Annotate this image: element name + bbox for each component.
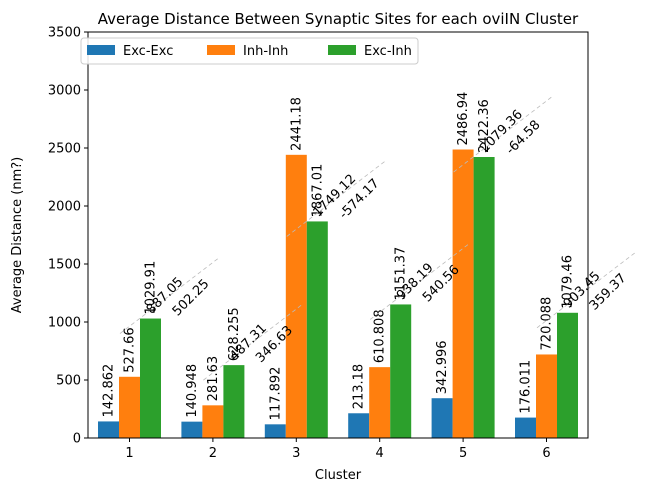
bar-value-label: 1151.37 [394, 247, 409, 301]
y-tick-label: 1000 [48, 316, 81, 331]
axes-frame [87, 31, 589, 439]
y-tick-label: 0 [73, 432, 81, 447]
bar [452, 149, 474, 438]
x-tick-label: 4 [376, 446, 384, 461]
x-tick-label: 5 [459, 446, 467, 461]
bar-value-label: 281.63 [206, 356, 221, 402]
bar [285, 154, 307, 438]
x-tick-label: 3 [292, 446, 300, 461]
x-tick-label: 1 [125, 446, 133, 461]
bar-value-label: 2422.36 [477, 99, 492, 153]
bar [202, 405, 224, 438]
y-tick-label: 3500 [48, 26, 81, 41]
bar-value-label: 628.255 [227, 307, 242, 361]
legend-label: Exc-Exc [123, 44, 173, 59]
bar-value-label: 527.66 [123, 327, 138, 373]
bar-value-label: 2441.18 [289, 97, 304, 151]
bar [98, 421, 119, 438]
bar [557, 312, 578, 438]
bar-value-label: 176.011 [519, 360, 534, 414]
x-tick-label: 2 [209, 446, 217, 461]
bar [140, 318, 161, 438]
bar [369, 367, 391, 438]
bar-value-label: 142.862 [102, 364, 117, 418]
bar-value-label: 1029.91 [144, 261, 159, 315]
legend-swatch [87, 45, 115, 55]
bar-value-label: 117.892 [268, 367, 283, 421]
legend-swatch [207, 45, 235, 55]
bar [119, 376, 140, 438]
y-tick-label: 2500 [48, 142, 81, 157]
bar [181, 421, 203, 438]
bar-value-label: 1867.01 [310, 164, 325, 218]
legend-swatch [328, 45, 356, 55]
bar [390, 304, 412, 438]
bar-value-label: 610.808 [373, 309, 388, 363]
y-tick-label: 3000 [48, 84, 81, 99]
bar [536, 354, 557, 438]
legend-box [80, 37, 419, 65]
y-axis-label: Average Distance (nm?) [10, 157, 25, 313]
bar [348, 413, 370, 438]
x-axis-label: Cluster [315, 468, 362, 483]
bar [223, 365, 245, 438]
bar [515, 417, 536, 438]
legend-label: Exc-Inh [364, 44, 412, 59]
plot-area: 0 500 1000 1500 2000 2500 3000 3500 1 2 3 4 5 6 142.86… [48, 26, 636, 461]
bar-value-label: 1079.46 [561, 255, 576, 309]
legend: Exc-Exc Inh-Inh Exc-Inh [80, 37, 419, 65]
y-tick-label: 1500 [48, 258, 81, 273]
bar [306, 221, 328, 438]
bar [473, 157, 495, 439]
bar-value-label: 342.996 [435, 340, 450, 394]
y-tick-label: 500 [56, 374, 81, 389]
bar [264, 424, 286, 438]
bar-value-label: 140.948 [185, 364, 200, 418]
y-tick-label: 2000 [48, 200, 81, 215]
bar-value-label: 213.18 [352, 364, 367, 410]
legend-label: Inh-Inh [243, 44, 288, 59]
bar-value-label: 720.088 [540, 297, 555, 351]
x-tick-label: 6 [542, 446, 550, 461]
bar [431, 398, 453, 438]
bar-value-label: 2486.94 [456, 92, 471, 146]
chart-title: Average Distance Between Synaptic Sites … [98, 10, 579, 28]
